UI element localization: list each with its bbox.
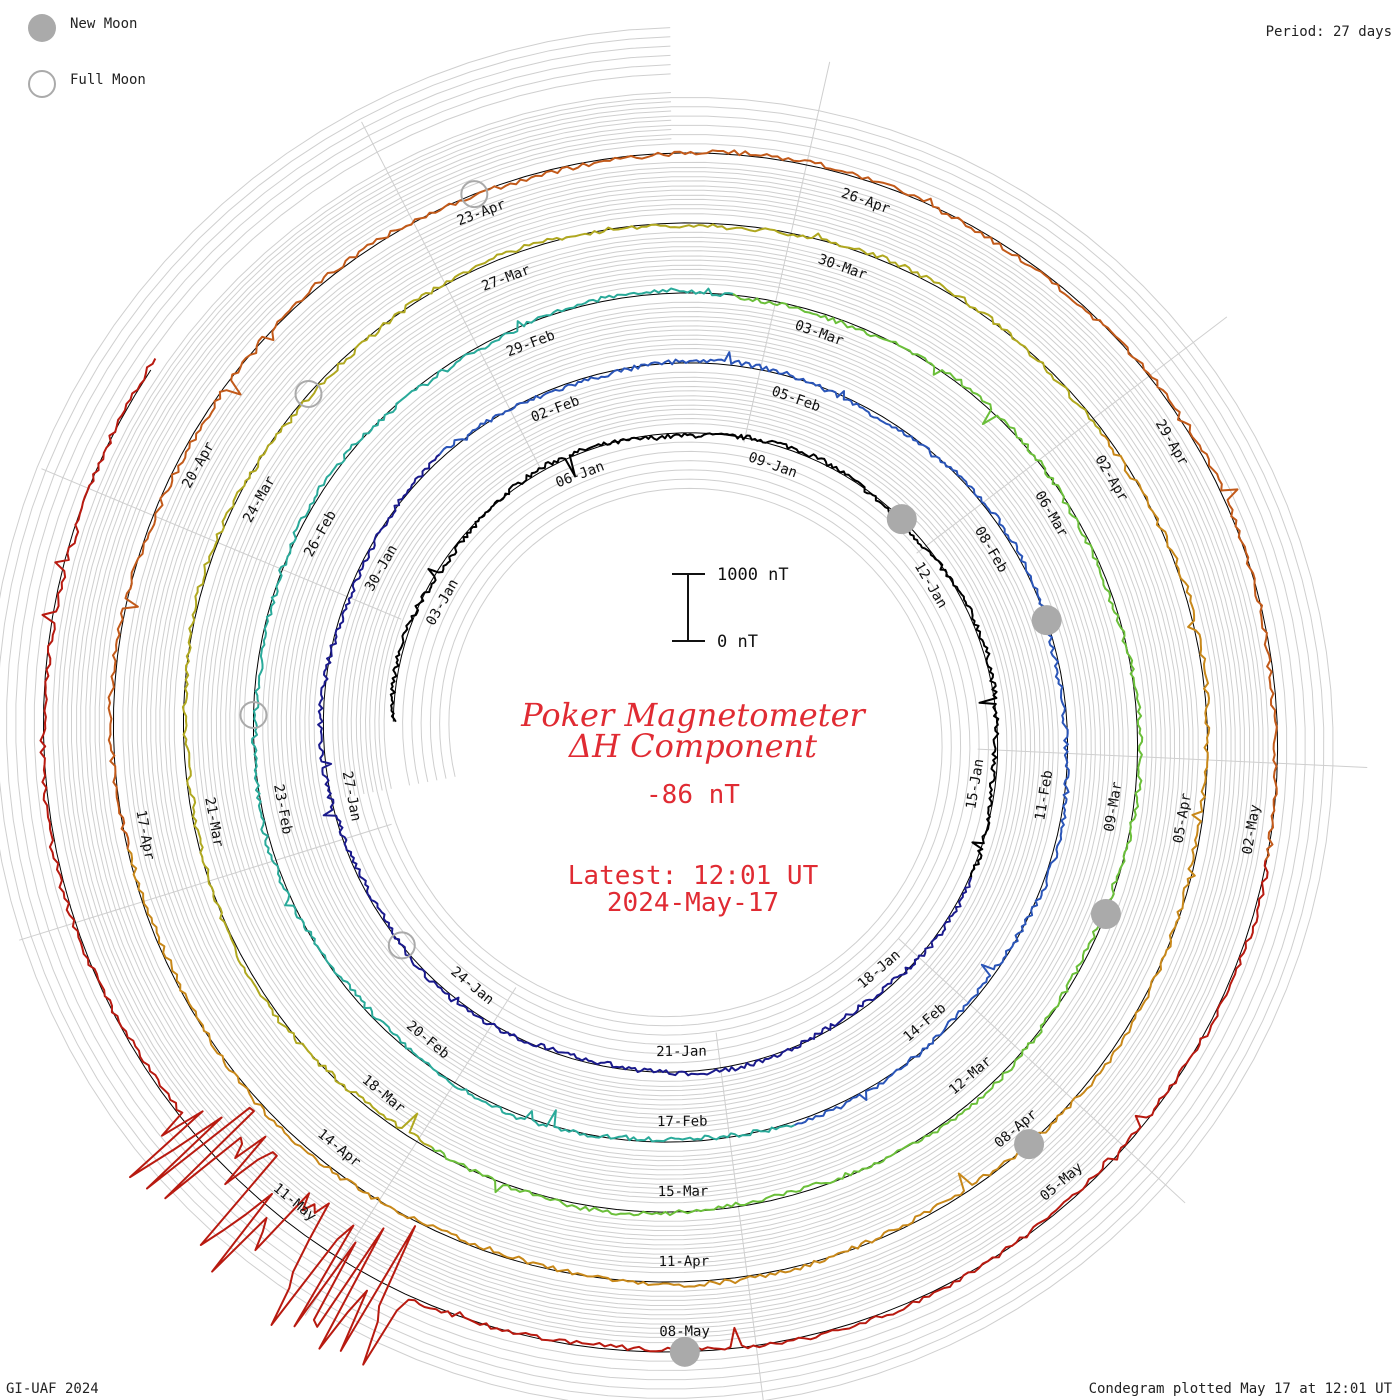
grid-line <box>61 101 1260 1334</box>
new-moon-marker <box>1014 1129 1045 1160</box>
date-label: 29-Apr <box>1152 417 1192 469</box>
plotted-label: Condegram plotted May 17 at 12:01 UT <box>1088 1381 1392 1397</box>
trace-segment <box>39 358 1269 1366</box>
spoke-line <box>715 1032 764 1400</box>
grid-rings <box>0 27 1334 1400</box>
grid-line <box>24 64 1297 1371</box>
spoke-line <box>743 61 831 443</box>
grid-line <box>89 129 1232 1306</box>
date-label: 02-May <box>1239 803 1263 856</box>
full-moon-marker <box>387 931 416 960</box>
spoke-line <box>916 316 1228 554</box>
date-label: 06-Mar <box>1031 488 1071 540</box>
trace-segment <box>438 351 1070 1126</box>
latest-date: 2024-May-17 <box>607 888 779 918</box>
grid-line <box>52 92 1269 1344</box>
new-moon-legend-icon <box>28 14 56 42</box>
date-label: 15-Jan <box>963 758 987 811</box>
date-label: 27-Jan <box>339 770 364 823</box>
period-label: Period: 27 days <box>1265 24 1392 40</box>
date-label: 09-Mar <box>1101 781 1125 834</box>
grid-line <box>80 119 1241 1316</box>
plot-subtitle: ΔH Component <box>567 727 817 765</box>
grid-line <box>15 54 1306 1381</box>
latest-time: Latest: 12:01 UT <box>568 861 819 891</box>
spoke-line <box>898 938 1186 1204</box>
date-label: 14-Feb <box>900 1000 949 1045</box>
grid-line <box>98 138 1223 1297</box>
full-moon-marker <box>294 380 323 409</box>
date-label: 21-Mar <box>201 796 226 849</box>
current-value: -86 nT <box>646 780 740 810</box>
full-moon-legend-label: Full Moon <box>70 72 146 88</box>
date-label: 18-Jan <box>855 947 904 992</box>
trace-segment <box>126 433 1211 1288</box>
date-label: 05-May <box>1037 1159 1086 1204</box>
date-label: 23-Feb <box>270 783 295 836</box>
new-moon-marker <box>669 1336 700 1367</box>
spoke-line <box>304 987 517 1316</box>
spoke-line <box>19 823 392 941</box>
new-moon-marker <box>1031 605 1062 636</box>
date-label: 17-Apr <box>132 809 157 862</box>
full-moon-marker <box>239 700 268 729</box>
credit-label: GI-UAF 2024 <box>6 1381 99 1397</box>
date-label: 02-Apr <box>1091 453 1131 505</box>
trace-segment <box>317 453 973 1077</box>
grid-line <box>71 110 1251 1325</box>
full-moon-legend-icon <box>28 70 56 98</box>
spoke-line <box>41 468 402 620</box>
date-label: 17-Feb <box>657 1114 708 1131</box>
date-label: 11-Apr <box>658 1254 709 1271</box>
scale-bar: 1000 nT 0 nT <box>672 565 789 652</box>
grid-line <box>6 45 1315 1390</box>
trace-segment <box>251 287 795 1143</box>
date-label: 21-Jan <box>656 1044 707 1061</box>
trace-segment <box>389 432 1000 878</box>
trace-segment <box>181 223 1102 1149</box>
date-label: 05-Apr <box>1170 792 1194 845</box>
grid-line <box>0 27 1334 1400</box>
data-trace <box>39 149 1278 1366</box>
date-label: 15-Mar <box>658 1184 709 1201</box>
grid-line <box>0 36 1325 1399</box>
grid-line <box>33 73 1288 1362</box>
date-label: 08-May <box>659 1324 710 1341</box>
spoke-line <box>977 748 1368 769</box>
moon-markers <box>239 180 1121 1367</box>
full-moon-marker <box>460 180 489 209</box>
new-moon-marker <box>1090 899 1121 930</box>
trace-segment <box>431 292 1144 1217</box>
plot-title: Poker Magnetometer <box>520 696 866 734</box>
new-moon-marker <box>886 504 917 535</box>
scale-bottom-label: 0 nT <box>717 632 758 652</box>
new-moon-legend-label: New Moon <box>70 16 137 32</box>
trace-segment <box>107 149 1278 861</box>
scale-top-label: 1000 nT <box>717 565 789 585</box>
date-label: 11-Feb <box>1032 769 1056 822</box>
